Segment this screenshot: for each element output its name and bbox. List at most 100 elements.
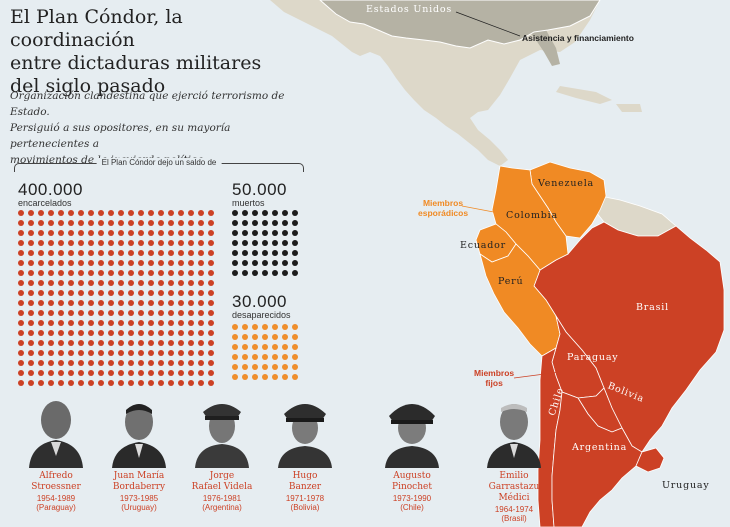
dot-encarcelados [198,300,204,306]
dot-muertos [282,240,288,246]
dot-desaparecidos [292,334,298,340]
dot-encarcelados [208,350,214,356]
dot-muertos [262,210,268,216]
dot-muertos [232,260,238,266]
dot-encarcelados [78,350,84,356]
dot-encarcelados [88,280,94,286]
dot-encarcelados [88,230,94,236]
dot-muertos [252,270,258,276]
dot-encarcelados [178,330,184,336]
dot-muertos [252,230,258,236]
dot-encarcelados [148,370,154,376]
dot-encarcelados [18,380,24,386]
dot-encarcelados [98,280,104,286]
dot-encarcelados [98,290,104,296]
dot-encarcelados [18,270,24,276]
dot-encarcelados [88,220,94,226]
dot-encarcelados [98,380,104,386]
dot-encarcelados [168,310,174,316]
dot-encarcelados [168,290,174,296]
dot-encarcelados [78,250,84,256]
dot-encarcelados [148,320,154,326]
dot-encarcelados [78,340,84,346]
dot-encarcelados [98,260,104,266]
dot-encarcelados [108,210,114,216]
dot-encarcelados [178,220,184,226]
land-central-america [270,0,600,166]
dot-encarcelados [138,270,144,276]
dot-encarcelados [128,240,134,246]
dot-encarcelados [98,250,104,256]
dot-encarcelados [158,300,164,306]
dot-encarcelados [148,330,154,336]
dot-encarcelados [48,300,54,306]
portrait-videla [195,404,249,468]
dot-encarcelados [78,220,84,226]
dot-encarcelados [188,210,194,216]
dot-encarcelados [38,220,44,226]
annotation-asistencia: Asistencia y financiamiento [522,33,634,43]
dot-muertos [242,270,248,276]
dot-encarcelados [28,360,34,366]
dot-encarcelados [98,210,104,216]
dot-desaparecidos [292,354,298,360]
dot-muertos [262,260,268,266]
dot-encarcelados [38,280,44,286]
dot-encarcelados [78,310,84,316]
dot-encarcelados [28,230,34,236]
dot-encarcelados [28,220,34,226]
dot-encarcelados [108,260,114,266]
dot-muertos [272,270,278,276]
dot-encarcelados [188,350,194,356]
dot-encarcelados [128,300,134,306]
dictator-country: (Uruguay) [121,503,157,512]
dot-desaparecidos [252,364,258,370]
dot-encarcelados [168,230,174,236]
dot-encarcelados [48,330,54,336]
dot-muertos [272,210,278,216]
dot-encarcelados [18,280,24,286]
dot-encarcelados [98,370,104,376]
dot-encarcelados [118,370,124,376]
dot-encarcelados [28,300,34,306]
dot-encarcelados [48,290,54,296]
dot-encarcelados [18,370,24,376]
dot-encarcelados [18,240,24,246]
dot-encarcelados [98,330,104,336]
dot-encarcelados [48,240,54,246]
dot-encarcelados [68,380,74,386]
label-ecuador: Ecuador [460,240,506,251]
dot-encarcelados [38,360,44,366]
dot-desaparecidos [262,354,268,360]
dot-desaparecidos [242,374,248,380]
dot-encarcelados [88,250,94,256]
dot-desaparecidos [292,324,298,330]
dot-encarcelados [168,280,174,286]
dot-encarcelados [108,270,114,276]
dot-muertos [282,250,288,256]
dot-desaparecidos [282,344,288,350]
dot-encarcelados [88,270,94,276]
dot-encarcelados [148,290,154,296]
dot-encarcelados [198,210,204,216]
dot-encarcelados [108,320,114,326]
dot-encarcelados [88,340,94,346]
dot-desaparecidos [232,364,238,370]
label-uruguay: Uruguay [662,480,710,491]
dot-encarcelados [158,350,164,356]
dot-muertos [232,230,238,236]
dictator-years: 1976-1981 [202,494,242,503]
dot-encarcelados [128,360,134,366]
dot-encarcelados [38,270,44,276]
dictator-bordaberry: Juan María Bordaberry 1973-1985 (Uruguay) [97,392,181,512]
dot-muertos [242,240,248,246]
dot-encarcelados [88,370,94,376]
dot-encarcelados [58,290,64,296]
dot-encarcelados [148,280,154,286]
dot-muertos [282,230,288,236]
dot-encarcelados [58,250,64,256]
dot-encarcelados [208,240,214,246]
dot-encarcelados [128,320,134,326]
dot-encarcelados [118,260,124,266]
dot-grid-desaparecidos [232,324,302,384]
